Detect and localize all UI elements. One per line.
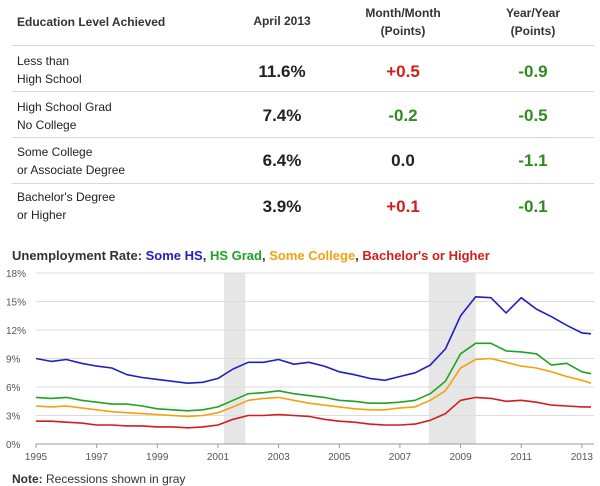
legend-separator: , [261,248,270,263]
row-4-education: Bachelor's Degree or Higher [17,186,115,227]
x-tick-label: 2011 [510,452,532,463]
x-tick-label: 2003 [267,452,290,463]
legend-separator: , [202,248,210,263]
y-tick-label: 15% [6,298,26,309]
row-4-yoy: -0.1 [518,197,548,216]
row-2-education: High School Grad No College [17,96,112,137]
x-tick-label: 2005 [328,452,351,463]
row-divider [12,91,594,92]
row-2-mom: -0.2 [388,106,418,125]
y-tick-label: 6% [6,383,21,394]
y-tick-label: 3% [6,412,21,423]
header-divider [12,45,594,46]
row-3-line2: or Associate Degree [17,163,126,177]
x-tick-label: 1997 [86,452,109,463]
header-year-year: Year/Year (Points) [473,4,593,40]
row-1-education: Less than High School [17,50,82,91]
x-tick-label: 2001 [207,452,230,463]
header-april: April 2013 [222,12,342,30]
row-1-line1: Less than [17,54,70,68]
note-label: Note: [12,472,43,486]
row-2-line2: No College [17,118,77,132]
x-tick-label: 2013 [571,452,594,463]
header-april-label: April 2013 [253,14,311,28]
chart-note: Note: Recessions shown in gray [12,472,185,486]
series-line-hs-grad [35,342,592,412]
row-2-line1: High School Grad [17,100,112,114]
row-3-education: Some College or Associate Degree [17,141,125,182]
row-divider [12,137,594,138]
chart-title-prefix: Unemployment Rate: [12,248,146,263]
series-line-some-hs [35,295,592,384]
row-2-yoy: -0.5 [518,106,548,125]
header-mom-line1: Month/Month [365,6,441,20]
row-3-rate: 6.4% [262,151,302,170]
row-3-yoy: -1.1 [518,151,548,170]
row-1-mom: +0.5 [386,62,420,81]
legend-bachelors: Bachelor's or Higher [362,248,490,263]
row-1-line2: High School [17,72,82,86]
chart-title: Unemployment Rate: Some HS, HS Grad, Som… [12,248,490,263]
row-3-mom: 0.0 [391,151,415,170]
legend-some-college: Some College [269,248,356,263]
row-4-line1: Bachelor's Degree [17,190,116,204]
legend-separator: , [355,248,363,263]
x-tick-label: 2007 [389,452,412,463]
x-tick-label: 1999 [146,452,169,463]
y-tick-label: 12% [6,326,26,337]
row-1-yoy: -0.9 [518,62,548,81]
header-yoy-line2: (Points) [510,24,556,38]
row-1-rate: 11.6% [258,62,306,81]
x-tick-label: 1995 [25,452,48,463]
x-tick-label: 2009 [449,452,472,463]
series-line-some-college [35,357,592,418]
row-4-mom: +0.1 [386,197,420,216]
row-4-rate: 3.9% [262,197,302,216]
row-4-line2: or Higher [17,208,67,222]
y-tick-label: 0% [6,440,21,451]
row-3-line1: Some College [17,145,93,159]
header-yoy-line1: Year/Year [505,6,561,20]
row-2-rate: 7.4% [262,106,302,125]
header-mom-line2: (Points) [380,24,426,38]
y-tick-label: 18% [6,269,26,280]
series-line-bachelor-s-or-higher [36,396,591,429]
header-education: Education Level Achieved [17,15,166,29]
legend-some-hs: Some HS [145,248,203,263]
header-month-month: Month/Month (Points) [343,4,463,40]
note-text: Recessions shown in gray [42,472,186,486]
unemployment-line-chart: 0% 3% 6% 9% 12% 15% 18% 1995 1997 1999 2001 2003 200… [6,269,594,463]
legend-hs-grad: HS Grad [209,248,262,263]
y-tick-label: 9% [6,355,21,366]
row-divider [12,183,594,184]
